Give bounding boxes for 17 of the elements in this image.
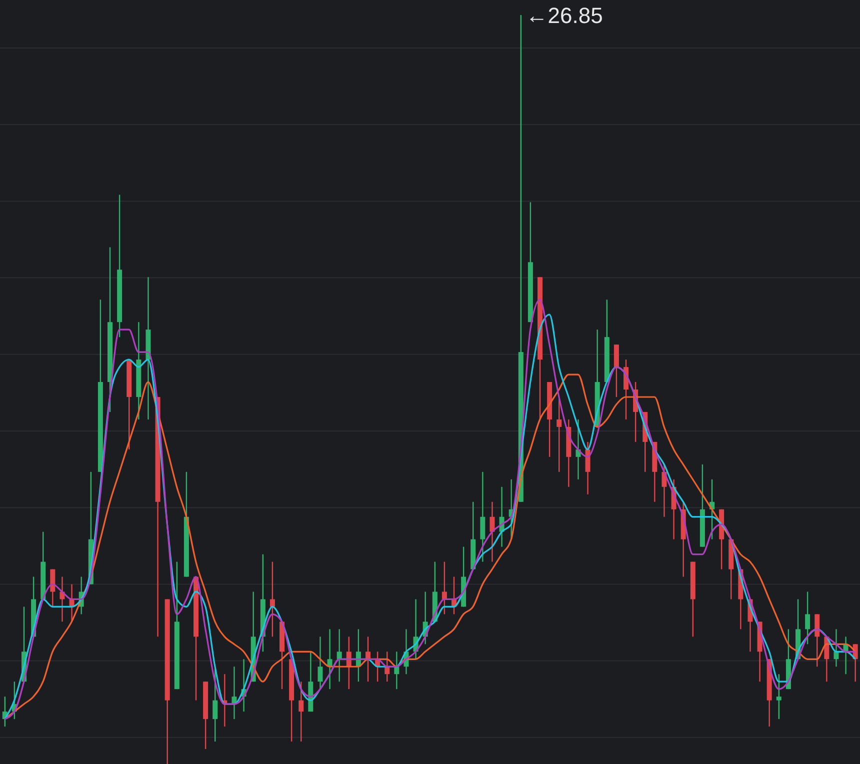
candlestick (814, 614, 820, 668)
candlestick (336, 628, 342, 682)
candlestick (614, 344, 619, 398)
candlestick (490, 501, 495, 562)
annotation: ←26.85 (526, 2, 603, 28)
candlestick (298, 681, 304, 742)
candlestick (805, 591, 810, 645)
candlestick (776, 674, 782, 720)
candlestick (327, 628, 332, 690)
candlestick (585, 441, 590, 495)
candlestick (318, 636, 323, 690)
candlestick (834, 628, 839, 668)
candlestick (50, 568, 56, 608)
candlestick (480, 471, 486, 562)
candlestick (442, 561, 447, 615)
candlestick (366, 636, 370, 682)
candlestick (270, 561, 275, 638)
